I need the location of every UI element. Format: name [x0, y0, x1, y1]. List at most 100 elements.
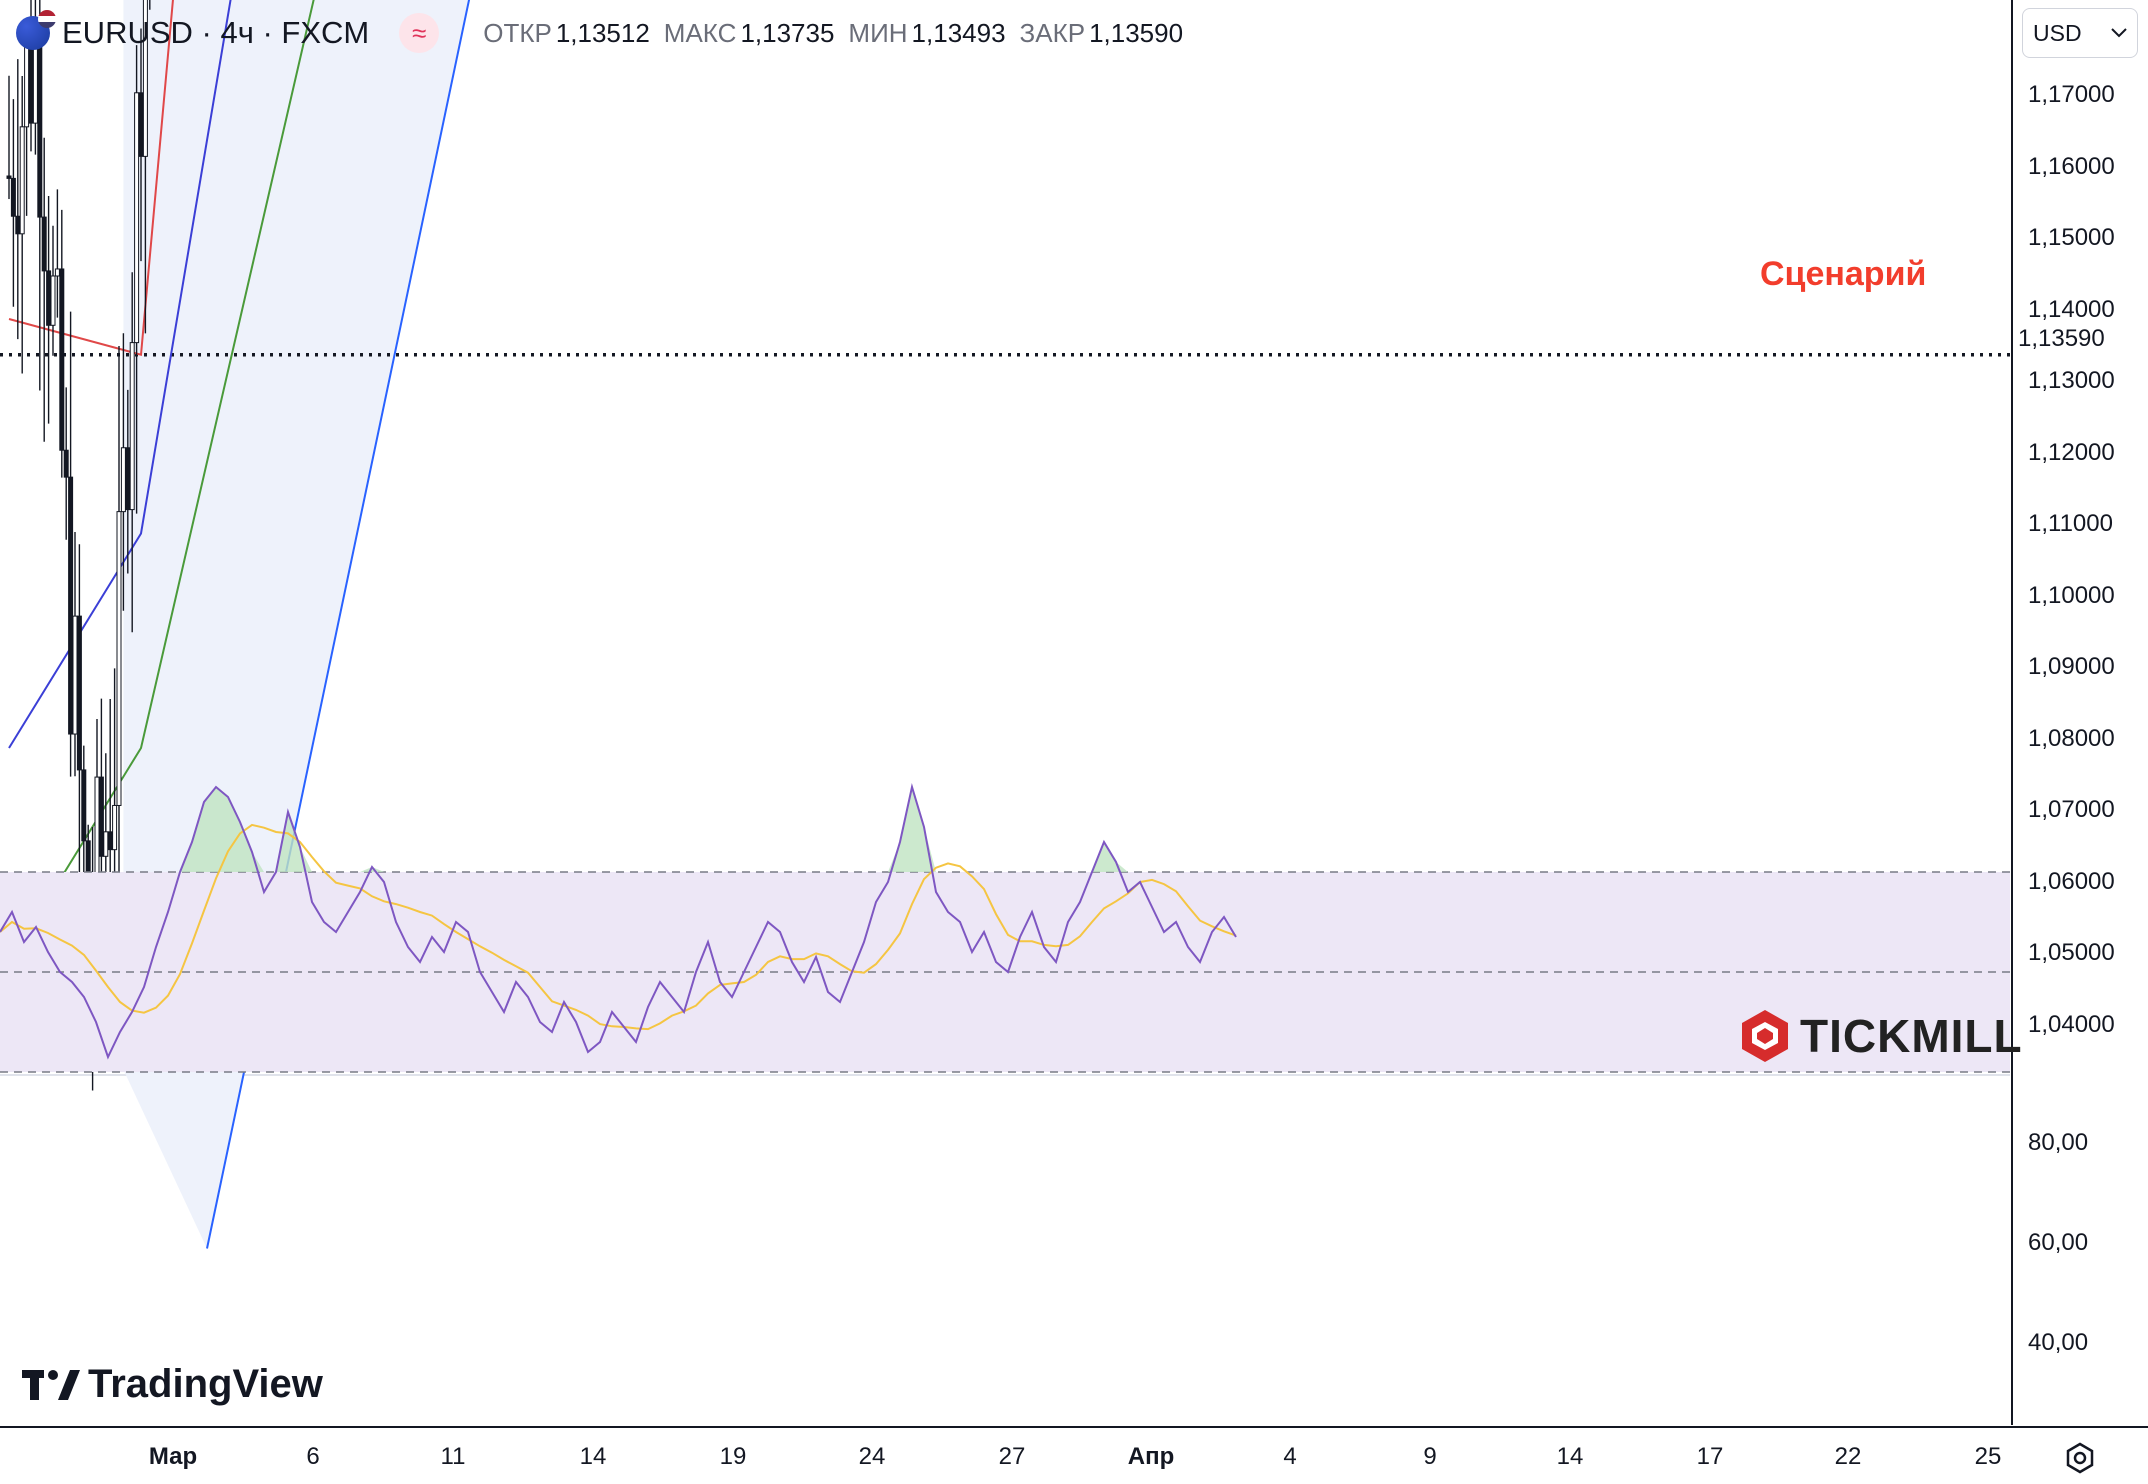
high-label: МАКС: [663, 17, 737, 48]
rsi-line: [0, 783, 1237, 1060]
candle-body: [125, 447, 131, 511]
close-value: 1,13590: [1089, 17, 1184, 48]
tradingview-logo-icon: [22, 1369, 80, 1400]
settings-gear-icon[interactable]: [2062, 1440, 2098, 1476]
close-label: ЗАКР: [1019, 17, 1086, 48]
tradingview-watermark: TradingView: [22, 1362, 323, 1407]
candle-body: [142, 0, 148, 157]
rsi-tick-label: 80,00: [2028, 1129, 2089, 1156]
rsi-overbought-fill: [912, 787, 924, 872]
candle-body: [59, 268, 65, 451]
rsi-band: [0, 872, 2010, 1072]
tickmill-logo-icon: [1742, 1010, 1788, 1062]
candle-body: [134, 92, 140, 344]
channel-lower-line: [206, 0, 471, 1249]
candle-body: [19, 126, 25, 235]
candle-body: [103, 831, 109, 857]
candle-body: [138, 92, 144, 157]
price-tick-label: 1,11000: [2028, 510, 2113, 537]
scenario-annotation: Сценарий: [1760, 255, 1927, 293]
candle-body: [41, 216, 47, 272]
price-tick-label: 1,07000: [2028, 796, 2115, 823]
candle-body: [63, 449, 69, 478]
candle-body: [10, 177, 16, 217]
chart-header: EURUSD · 4ч · FXCM ≈ ОТКР 1,13512 МАКС 1…: [0, 0, 1183, 66]
price-tick-label: 1,08000: [2028, 724, 2115, 752]
open-value: 1,13512: [555, 17, 650, 48]
candle-body: [72, 615, 78, 735]
currency-value: USD: [2033, 19, 2082, 46]
date-tick-label: 17: [1696, 1443, 1724, 1470]
date-tick-label: 9: [1423, 1443, 1437, 1470]
rsi-ma-line: [0, 823, 1237, 1031]
candle-body: [116, 511, 122, 806]
date-tick-label: 24: [858, 1443, 886, 1470]
candle-body: [81, 769, 87, 842]
price-tick-label: 1,10000: [2028, 581, 2115, 609]
last-price-label: 1,13590: [2018, 325, 2105, 352]
candle-body: [50, 275, 56, 326]
date-tick-label: 14: [1556, 1443, 1584, 1470]
rsi-overbought-fill: [192, 802, 204, 872]
date-tick-label: Мар: [148, 1443, 198, 1470]
candles: [6, 0, 151, 1091]
rsi-overbought-fill: [1104, 842, 1116, 872]
rsi-overbought-fill: [300, 847, 312, 872]
tradingview-wordmark: TradingView: [88, 1362, 323, 1406]
candle-body: [129, 342, 135, 511]
price-tick-label: 1,06000: [2028, 867, 2115, 895]
candle-body: [120, 447, 126, 513]
date-tick-label: 11: [440, 1443, 466, 1470]
date-tick-label: 4: [1283, 1443, 1297, 1470]
eurusd-flag-icon: [16, 10, 56, 50]
candle-body: [68, 476, 74, 735]
price-tick-label: 1,09000: [2028, 653, 2115, 680]
price-tick-label: 1,17000: [2028, 81, 2115, 108]
rsi-overbought-fill: [288, 812, 300, 872]
data-source-icon[interactable]: ≈: [399, 13, 440, 53]
date-tick-label: 19: [719, 1443, 747, 1470]
rsi-overbought-fill: [240, 822, 252, 872]
price-tick-label: 1,16000: [2028, 152, 2115, 180]
date-tick-label: 14: [579, 1443, 607, 1470]
date-tick-label: 6: [306, 1443, 320, 1470]
date-tick-label: Апр: [1127, 1443, 1175, 1470]
candle-body: [54, 268, 60, 277]
rsi-overbought-fill: [204, 787, 216, 872]
price-tick-label: 1,05000: [2028, 939, 2115, 966]
candle-body: [6, 175, 12, 179]
rsi-overbought-fill: [216, 787, 228, 872]
rsi-overbought-fill: [252, 852, 264, 872]
candle-body: [98, 776, 104, 857]
symbol-title[interactable]: EURUSD · 4ч · FXCM: [62, 15, 370, 50]
price-tick-label: 1,04000: [2028, 1010, 2115, 1038]
price-tick-label: 1,13000: [2028, 367, 2115, 394]
price-tick-label: 1,12000: [2028, 438, 2115, 466]
candle-body: [112, 804, 118, 851]
low-value: 1,13493: [911, 17, 1006, 48]
rsi-tick-label: 40,00: [2028, 1329, 2089, 1356]
currency-select[interactable]: USD: [2022, 8, 2138, 58]
ma-slow-line: [8, 0, 315, 964]
low-label: МИН: [848, 17, 908, 48]
date-tick-label: 22: [1834, 1443, 1862, 1470]
chevron-down-icon: [2111, 28, 2127, 38]
tickmill-watermark: TICKMILL: [1740, 1008, 2023, 1064]
price-tick-label: 1,14000: [2028, 295, 2115, 323]
candle-body: [107, 831, 113, 851]
ohlc-values: ОТКР 1,13512 МАКС 1,13735 МИН 1,13493 ЗА…: [473, 18, 1183, 49]
candle-body: [15, 215, 21, 235]
rsi-overbought-fill: [360, 867, 372, 872]
rsi-tick-label: 60,00: [2028, 1229, 2089, 1256]
rsi-overbought-fill: [900, 787, 912, 872]
high-value: 1,13735: [740, 17, 835, 48]
date-tick-label: 25: [1974, 1443, 2002, 1470]
date-tick-label: 27: [998, 1443, 1026, 1470]
tickmill-wordmark: TICKMILL: [1800, 1010, 2023, 1062]
candle-body: [46, 270, 52, 326]
price-tick-label: 1,15000: [2028, 224, 2115, 251]
candle-body: [76, 615, 82, 771]
open-label: ОТКР: [483, 17, 552, 48]
ma-mid-line: [8, 0, 232, 749]
